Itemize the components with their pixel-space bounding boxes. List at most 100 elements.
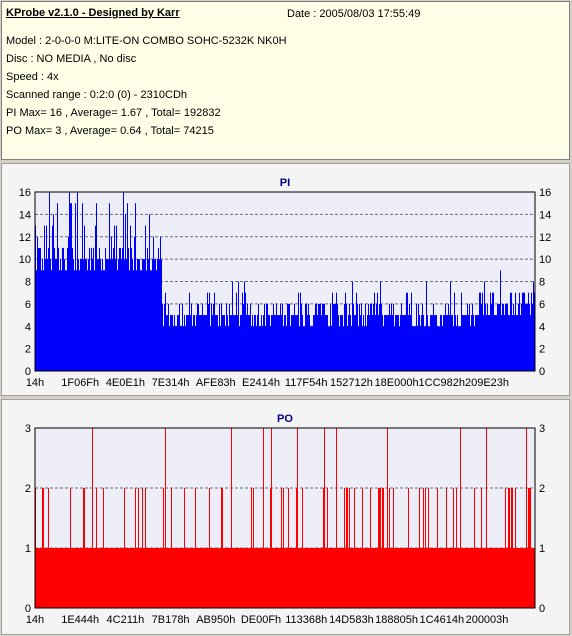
- bar: [335, 303, 336, 371]
- bar: [133, 548, 134, 608]
- bar: [43, 270, 44, 371]
- bar: [379, 303, 380, 371]
- bar: [220, 326, 221, 371]
- bar: [469, 303, 470, 371]
- bar: [160, 236, 161, 371]
- bar: [47, 548, 48, 608]
- bar: [106, 548, 107, 608]
- bar: [152, 548, 153, 608]
- bar: [201, 548, 202, 608]
- bar: [148, 259, 149, 371]
- bar: [514, 548, 515, 608]
- bar: [174, 315, 175, 371]
- bar: [233, 315, 234, 371]
- bar: [95, 548, 96, 608]
- bar: [474, 488, 475, 608]
- bar: [113, 548, 114, 608]
- bar: [440, 548, 441, 608]
- bar: [508, 488, 509, 608]
- bar: [165, 428, 166, 608]
- bar: [386, 315, 387, 371]
- bar: [361, 303, 362, 371]
- bar: [210, 548, 211, 608]
- bar: [339, 548, 340, 608]
- bar: [223, 315, 224, 371]
- bar: [85, 548, 86, 608]
- bar: [188, 315, 189, 371]
- bar: [239, 548, 240, 608]
- bar: [345, 292, 346, 371]
- bar: [84, 225, 85, 371]
- bar: [532, 303, 533, 371]
- bar: [488, 548, 489, 608]
- bar: [445, 548, 446, 608]
- bar: [341, 315, 342, 371]
- bar: [93, 548, 94, 608]
- bar: [36, 548, 37, 608]
- bar: [126, 259, 127, 371]
- bar: [203, 315, 204, 371]
- bar: [83, 488, 84, 608]
- bar: [235, 548, 236, 608]
- bar: [442, 548, 443, 608]
- bar: [444, 315, 445, 371]
- bar: [332, 548, 333, 608]
- bar: [268, 315, 269, 371]
- bar: [461, 548, 462, 608]
- bar: [443, 548, 444, 608]
- bar: [375, 548, 376, 608]
- bar: [527, 548, 528, 608]
- bar: [99, 247, 100, 371]
- bar: [282, 303, 283, 371]
- bar: [306, 303, 307, 371]
- bar: [453, 326, 454, 371]
- bar: [200, 548, 201, 608]
- bar: [79, 548, 80, 608]
- bar: [85, 259, 86, 371]
- bar: [44, 548, 45, 608]
- bar: [255, 315, 256, 371]
- bar: [361, 548, 362, 608]
- bar: [484, 281, 485, 371]
- bar: [104, 270, 105, 371]
- bar: [313, 315, 314, 371]
- bar: [314, 548, 315, 608]
- bar: [290, 548, 291, 608]
- bar: [478, 315, 479, 371]
- bar: [405, 315, 406, 371]
- bar: [261, 548, 262, 608]
- bar: [264, 548, 265, 608]
- bar: [150, 548, 151, 608]
- bar: [242, 548, 243, 608]
- bar: [514, 315, 515, 371]
- bar: [186, 315, 187, 371]
- bar: [459, 548, 460, 608]
- bar: [68, 236, 69, 371]
- bar: [522, 548, 523, 608]
- bar: [313, 548, 314, 608]
- po-chart-panel: PO 0 0 1 1 2 2 3 3 14h 1E444h 4C211h 7B178h AB950h DE0…: [1, 399, 570, 635]
- bar: [411, 292, 412, 371]
- bar: [57, 548, 58, 608]
- bar: [476, 548, 477, 608]
- bar: [72, 247, 73, 371]
- bar: [387, 428, 388, 608]
- bar: [439, 548, 440, 608]
- x-tick-label: 7E314h: [152, 377, 190, 389]
- bar: [469, 548, 470, 608]
- bar: [299, 548, 300, 608]
- bar: [282, 548, 283, 608]
- bar: [501, 548, 502, 608]
- bar: [525, 548, 526, 608]
- bar: [409, 548, 410, 608]
- bar: [451, 548, 452, 608]
- bar: [162, 303, 163, 371]
- bar: [457, 315, 458, 371]
- bar: [226, 548, 227, 608]
- bar: [373, 548, 374, 608]
- bar: [90, 270, 91, 371]
- bar: [440, 315, 441, 371]
- bar: [275, 315, 276, 371]
- bar: [399, 326, 400, 371]
- bar: [226, 303, 227, 371]
